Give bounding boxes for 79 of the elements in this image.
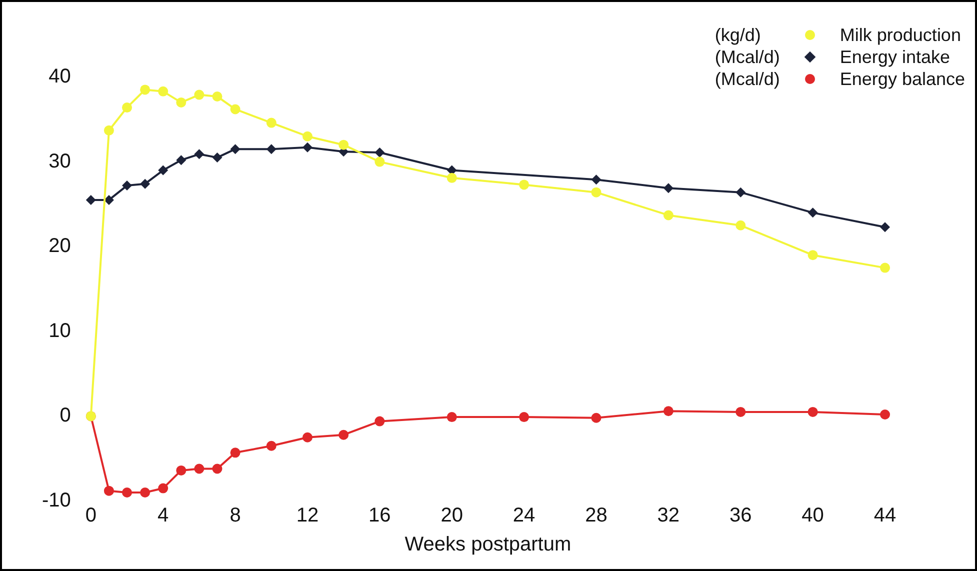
y-tick-label: 10	[48, 320, 71, 342]
point	[266, 144, 276, 154]
point	[446, 172, 457, 183]
x-tick-label: 32	[657, 504, 680, 527]
x-tick-label: 16	[368, 504, 391, 527]
x-tick-label: 24	[512, 504, 536, 527]
text: (Mcal/d)	[714, 46, 780, 68]
point	[176, 155, 186, 166]
point	[230, 104, 240, 114]
point	[122, 180, 132, 191]
point	[591, 412, 602, 423]
y-tick-label: 20	[48, 235, 71, 258]
x-tick-label: 28	[585, 504, 608, 527]
y-tick-label: 40	[48, 66, 71, 88]
point	[663, 406, 674, 416]
point	[302, 432, 312, 442]
x-tick-label: 44	[874, 504, 896, 527]
point	[446, 412, 457, 422]
x-tick-label: 8	[230, 504, 241, 527]
point	[591, 187, 602, 198]
point	[212, 152, 222, 163]
point	[266, 118, 276, 128]
point	[736, 220, 746, 230]
point	[230, 448, 240, 458]
x-tick-label: 12	[296, 504, 319, 527]
point	[736, 187, 746, 198]
y-tick-label: 0	[60, 404, 71, 427]
x-tick-label: 20	[440, 504, 463, 527]
y-tick-label: 30	[48, 150, 71, 172]
point	[880, 410, 890, 420]
text: (kg/d)	[714, 24, 762, 46]
point	[880, 222, 890, 232]
point	[374, 147, 385, 158]
point	[519, 412, 530, 422]
point	[194, 149, 204, 160]
y-tick-label: -10	[42, 490, 71, 512]
point	[808, 250, 818, 260]
point	[808, 406, 818, 417]
point	[880, 262, 890, 273]
point	[158, 86, 168, 96]
point	[176, 465, 186, 476]
point	[212, 464, 222, 474]
x-tick-label: 0	[85, 504, 96, 527]
point	[176, 97, 186, 108]
point	[266, 440, 276, 451]
point	[338, 430, 349, 440]
point	[122, 102, 132, 113]
point	[212, 92, 222, 102]
x-tick-label: 4	[158, 504, 169, 527]
point	[140, 84, 150, 95]
x-tick-label: 36	[729, 504, 752, 527]
point	[374, 156, 385, 167]
point	[104, 486, 114, 496]
point	[663, 183, 674, 194]
point	[591, 174, 602, 185]
legend-label: Energy balance	[840, 68, 965, 90]
point	[194, 90, 204, 100]
point	[86, 194, 96, 205]
point	[104, 125, 114, 136]
x-axis-title: Weeks postpartum	[404, 534, 572, 556]
point	[302, 142, 312, 152]
point	[140, 178, 150, 189]
legend-label: Energy intake	[840, 46, 951, 68]
point	[122, 488, 132, 498]
point	[302, 131, 312, 142]
point	[230, 144, 240, 154]
point	[663, 210, 674, 220]
point	[158, 483, 168, 494]
legend-label: Milk production	[840, 24, 962, 46]
point	[808, 208, 818, 218]
x-tick-label: 40	[802, 504, 824, 527]
point	[374, 416, 385, 426]
point	[519, 180, 530, 190]
point	[194, 464, 204, 474]
point	[140, 488, 150, 498]
point	[158, 165, 168, 176]
point	[338, 140, 349, 150]
point	[736, 406, 746, 417]
annotation: (Mcal/d)	[714, 68, 780, 90]
